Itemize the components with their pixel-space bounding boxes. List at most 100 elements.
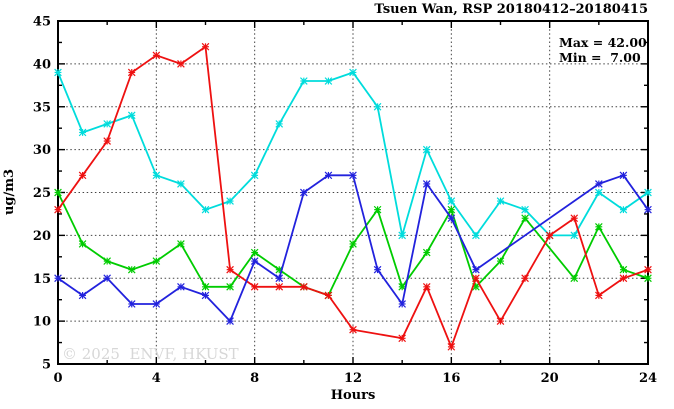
- blue-series-marker: [398, 300, 406, 308]
- max-value-label: Max = 42.00: [559, 35, 647, 50]
- green-series-marker: [447, 205, 456, 214]
- series-lines: [54, 42, 652, 351]
- y-tick-label: 20: [33, 229, 51, 244]
- red-series-marker: [78, 171, 87, 180]
- y-tick-label: 25: [33, 186, 51, 201]
- cyan-series-marker: [398, 231, 406, 240]
- green-series-marker: [644, 274, 652, 283]
- blue-series-marker: [201, 291, 210, 300]
- green-series-marker: [521, 214, 529, 223]
- y-tick-label: 35: [33, 100, 51, 115]
- red-series-marker: [177, 60, 185, 68]
- blue-series-marker: [349, 171, 357, 180]
- red-series: [54, 42, 652, 351]
- green-series-marker: [127, 265, 136, 274]
- x-tick-label: 24: [639, 371, 657, 386]
- cyan-series-marker: [447, 197, 456, 205]
- blue-series-marker: [78, 291, 87, 300]
- red-series-marker: [521, 274, 529, 283]
- cyan-series-marker: [250, 171, 259, 180]
- x-tick-label: 4: [152, 371, 161, 386]
- green-series-marker: [619, 265, 628, 274]
- green-series-marker: [595, 222, 603, 231]
- blue-series-marker: [152, 300, 161, 308]
- axis-ticks: [57, 20, 649, 365]
- red-series-marker: [619, 274, 628, 283]
- cyan-series-marker: [570, 231, 579, 240]
- green-series-marker: [177, 240, 185, 248]
- red-series-marker: [447, 343, 456, 351]
- y-tick-label: 45: [33, 15, 51, 30]
- blue-series-marker: [54, 274, 62, 283]
- green-series-marker: [570, 274, 579, 283]
- red-series-marker: [300, 283, 308, 291]
- red-series-marker: [127, 68, 136, 77]
- red-series-marker: [349, 325, 357, 334]
- x-tick-label: 0: [53, 371, 62, 386]
- red-series-marker: [496, 317, 505, 325]
- blue-series-marker: [177, 283, 185, 291]
- green-series-marker: [54, 188, 62, 197]
- cyan-series-marker: [300, 77, 308, 85]
- red-series-marker: [103, 137, 111, 145]
- cyan-series-marker: [422, 145, 431, 154]
- y-tick-label: 30: [33, 143, 51, 158]
- green-series-marker: [152, 257, 161, 265]
- blue-series-marker: [644, 205, 652, 214]
- red-series-marker: [472, 274, 480, 283]
- cyan-series-marker: [201, 205, 210, 214]
- green-series-marker: [103, 257, 111, 265]
- red-series-marker: [644, 265, 652, 274]
- blue-series-marker: [226, 317, 234, 325]
- cyan-series-marker: [54, 68, 62, 77]
- cyan-series-marker: [127, 111, 136, 120]
- cyan-series-marker: [78, 128, 87, 137]
- blue-series-marker: [373, 265, 382, 274]
- cyan-series-marker: [496, 197, 505, 205]
- green-series-marker: [373, 205, 382, 214]
- blue-series-marker: [619, 171, 628, 180]
- blue-series: [54, 171, 652, 325]
- blue-series-marker: [472, 265, 480, 274]
- red-series-marker: [595, 291, 603, 300]
- cyan-series-marker: [177, 180, 185, 188]
- blue-series-marker: [422, 180, 431, 188]
- blue-series-marker: [595, 180, 603, 188]
- red-series-marker: [545, 231, 554, 240]
- green-series: [54, 188, 652, 300]
- y-tick-label: 15: [33, 272, 51, 287]
- cyan-series-marker: [472, 231, 480, 240]
- cyan-series-marker: [595, 188, 603, 197]
- red-series-marker: [226, 265, 234, 274]
- cyan-series-marker: [349, 68, 357, 77]
- red-series-line: [57, 45, 649, 348]
- blue-series-marker: [103, 274, 111, 283]
- red-series-marker: [398, 334, 406, 343]
- y-tick-label: 10: [33, 315, 51, 330]
- x-axis-title: Hours: [331, 388, 376, 403]
- green-series-line: [57, 192, 649, 297]
- red-series-marker: [54, 205, 62, 214]
- blue-series-marker: [250, 257, 259, 265]
- green-series-marker: [422, 248, 431, 257]
- min-value-label: Min = 7.00: [559, 50, 641, 65]
- blue-series-marker: [300, 188, 308, 197]
- tick-labels: 5 10 15 20 25 30 35 40 45 0 4 8 12 16 20 24: [33, 15, 657, 387]
- cyan-series-marker: [324, 77, 333, 85]
- cyan-series-marker: [619, 205, 628, 214]
- red-series-marker: [201, 42, 210, 51]
- cyan-series-marker: [226, 197, 234, 205]
- cyan-series-marker: [103, 120, 111, 128]
- green-series-marker: [226, 283, 234, 291]
- x-tick-label: 20: [541, 371, 559, 386]
- blue-series-marker: [127, 300, 136, 308]
- green-series-marker: [78, 240, 87, 248]
- cyan-series-marker: [373, 102, 382, 111]
- green-series-marker: [250, 248, 259, 257]
- blue-series-marker: [447, 214, 456, 223]
- y-tick-label: 5: [42, 358, 51, 373]
- cyan-series: [54, 68, 652, 240]
- chart-title: Tsuen Wan, RSP 20180412–20180415: [374, 2, 648, 17]
